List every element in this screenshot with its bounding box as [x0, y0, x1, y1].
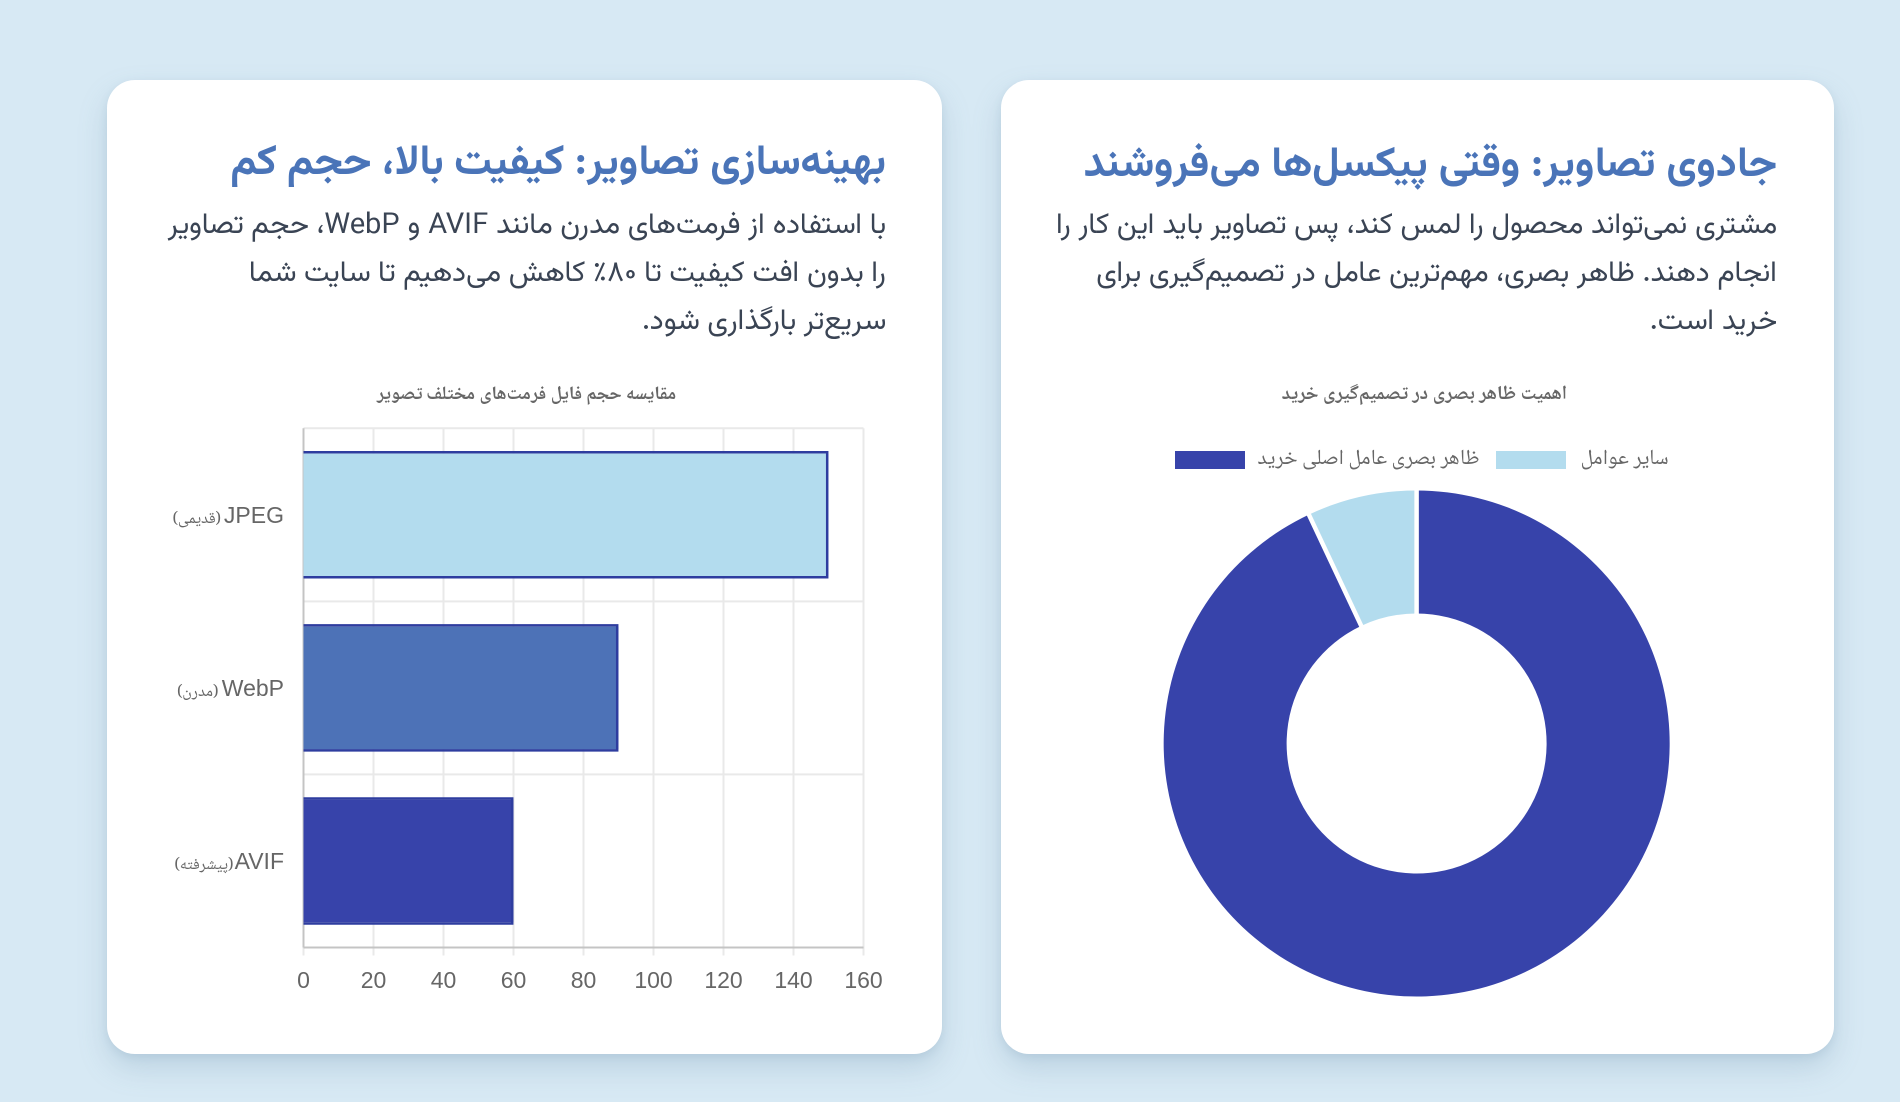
svg-text:0: 0 [297, 967, 310, 993]
svg-text:اهمیت ظاهر بصری در تصمیم‌گیری: اهمیت ظاهر بصری در تصمیم‌گیری خرید [1282, 379, 1568, 412]
svg-text:JPEG: JPEG [224, 502, 284, 528]
svg-text:(مدرن): (مدرن) [177, 680, 219, 707]
svg-text:140: 140 [774, 967, 812, 993]
svg-text:120: 120 [704, 967, 742, 993]
svg-text:(پیشرفته): (پیشرفته) [174, 853, 233, 880]
svg-text:ظاهر بصری عامل اصلی خرید: ظاهر بصری عامل اصلی خرید [1258, 441, 1480, 478]
svg-text:40: 40 [431, 967, 457, 993]
svg-text:20: 20 [361, 967, 387, 993]
svg-text:(قدیمی): (قدیمی) [173, 507, 221, 534]
svg-text:سایر عوامل: سایر عوامل [1580, 441, 1668, 478]
svg-text:160: 160 [844, 967, 882, 993]
svg-text:80: 80 [571, 967, 597, 993]
svg-text:مقایسه حجم فایل فرمت‌های مختلف: مقایسه حجم فایل فرمت‌های مختلف تصویر [376, 379, 677, 411]
svg-text:60: 60 [501, 967, 527, 993]
svg-text:100: 100 [634, 967, 672, 993]
svg-text:WebP: WebP [222, 675, 284, 701]
svg-text:AVIF: AVIF [235, 848, 284, 874]
